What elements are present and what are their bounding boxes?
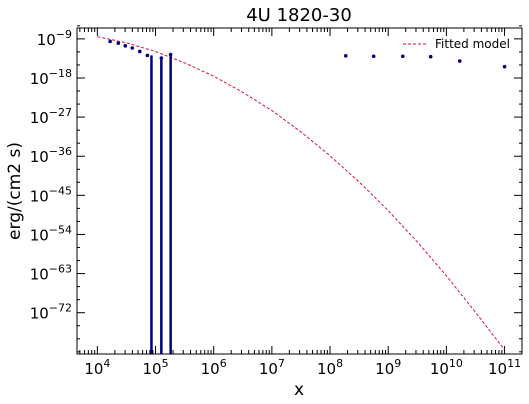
x-tick-labels: 104 105 106 107 108 109 1010 1011 (84, 357, 521, 378)
y-tick-label: 10−27 (30, 106, 72, 127)
data-point (371, 54, 376, 59)
data-point (400, 54, 405, 59)
y-tick-label: 10−54 (30, 223, 72, 244)
y-tick-labels: 10−9 10−18 10−27 10−36 10−45 10−54 10−63 10−72 (30, 28, 72, 323)
x-tick-label: 104 (84, 357, 110, 378)
axis-ticks (77, 25, 522, 354)
x-axis-label: x (294, 380, 304, 400)
data-point (123, 44, 128, 48)
x-tick-label: 106 (201, 357, 227, 378)
data-point (457, 59, 462, 63)
chart-title: 4U 1820-30 (246, 5, 352, 26)
y-tick-label: 10−45 (30, 184, 72, 205)
y-tick-label: 10−18 (30, 67, 72, 88)
data-point (138, 49, 142, 54)
data-point (159, 56, 164, 60)
data-point (428, 54, 433, 59)
x-tick-label: 107 (259, 357, 285, 378)
y-tick-label: 10−63 (30, 263, 72, 284)
data-point (116, 41, 121, 46)
x-tick-label: 105 (142, 357, 168, 378)
fitted-model-curve (97, 36, 505, 351)
data-points (108, 39, 507, 69)
y-axis-label: erg/(cm2 s) (5, 142, 25, 240)
data-point (343, 54, 348, 58)
data-point (108, 39, 112, 44)
data-vertical-bars (150, 54, 172, 354)
legend: Fitted model (403, 37, 510, 51)
data-point (145, 53, 150, 58)
x-tick-label: 108 (317, 357, 343, 378)
y-tick-label: 10−72 (30, 302, 72, 323)
y-tick-label: 10−36 (30, 145, 72, 166)
y-tick-label: 10−9 (37, 28, 72, 49)
x-tick-label: 1010 (430, 357, 463, 378)
x-tick-label: 109 (375, 357, 401, 378)
legend-label-fitted-model: Fitted model (435, 37, 510, 51)
x-tick-label: 1011 (488, 357, 521, 378)
data-point (168, 52, 173, 57)
data-point (130, 46, 135, 50)
plot-area (76, 27, 523, 355)
data-point (502, 64, 507, 69)
